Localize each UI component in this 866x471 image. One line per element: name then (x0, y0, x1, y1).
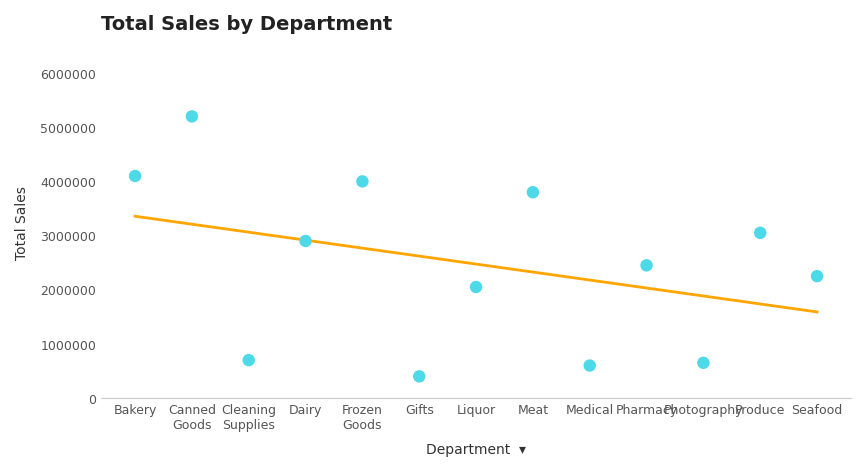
Point (355, 178, 369, 186)
Point (639, 262, 653, 269)
Point (469, 284, 483, 291)
X-axis label: Department  ▾: Department ▾ (426, 442, 526, 456)
Point (810, 273, 824, 280)
Point (696, 359, 710, 367)
Point (412, 373, 426, 380)
Point (526, 189, 540, 196)
Text: Total Sales by Department: Total Sales by Department (101, 15, 392, 34)
Y-axis label: Total Sales: Total Sales (15, 186, 29, 259)
Point (128, 173, 142, 180)
Point (753, 229, 767, 237)
Point (299, 237, 313, 245)
Point (242, 357, 255, 364)
Point (185, 113, 199, 121)
Point (583, 362, 597, 369)
